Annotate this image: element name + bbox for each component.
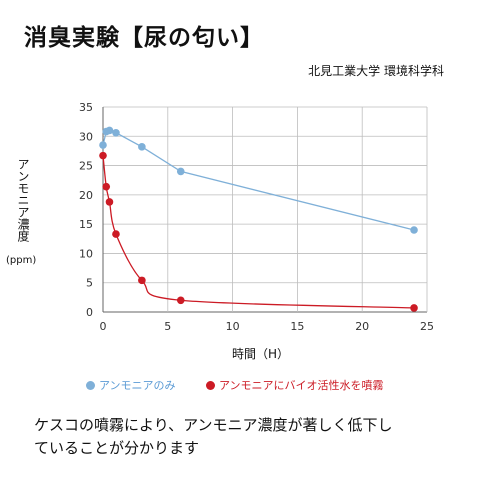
y-tick-label: 15 bbox=[79, 218, 93, 231]
y-tick-label: 35 bbox=[79, 101, 93, 114]
affiliation-subtitle: 北見工業大学 環境科学科 bbox=[308, 64, 444, 78]
data-point-bio-water bbox=[102, 182, 111, 191]
data-point-ammonia-only bbox=[176, 167, 185, 176]
x-tick-label: 0 bbox=[100, 320, 107, 333]
legend-label-ammonia-only: アンモニアのみ bbox=[99, 379, 176, 392]
x-tick-label: 10 bbox=[226, 320, 240, 333]
legend-marker-ammonia-only bbox=[86, 381, 95, 390]
x-tick-label: 5 bbox=[164, 320, 171, 333]
data-point-ammonia-only bbox=[105, 126, 114, 135]
data-point-bio-water bbox=[138, 276, 146, 285]
ammonia-line-chart: 0 5 10 15 20 25 30 35 0 5 10 15 20 25 bbox=[79, 101, 434, 333]
y-tick-label: 30 bbox=[79, 130, 93, 143]
page-title: 消臭実験【尿の匂い】 bbox=[24, 25, 264, 51]
x-tick-label: 15 bbox=[290, 320, 304, 333]
y-tick-label: 10 bbox=[79, 247, 93, 260]
x-axis-label: 時間（H） bbox=[232, 347, 290, 361]
x-tick-label: 25 bbox=[420, 320, 434, 333]
series-line-bio-water bbox=[102, 155, 415, 309]
caption-line-2: ていることが分かります bbox=[34, 439, 200, 457]
data-point-bio-water bbox=[112, 230, 120, 238]
data-point-bio-water bbox=[410, 304, 418, 312]
caption-line-1: ケスコの噴霧により、アンモニア濃度が著しく低下し bbox=[34, 416, 393, 434]
legend-item-bio-water: アンモニアにバイオ活性水を噴霧 bbox=[206, 377, 384, 393]
y-axis-label: アンモニア濃度 bbox=[16, 158, 30, 242]
data-point-bio-water bbox=[105, 198, 114, 206]
data-point-bio-water bbox=[176, 296, 185, 305]
y-tick-label: 25 bbox=[79, 160, 93, 173]
result-caption: ケスコの噴霧により、アンモニア濃度が著しく低下し ていることが分かります bbox=[34, 414, 454, 460]
x-tick-label: 20 bbox=[355, 320, 369, 333]
series-line-ammonia-only bbox=[102, 129, 415, 231]
legend-marker-bio-water bbox=[206, 381, 215, 390]
data-point-bio-water bbox=[99, 151, 107, 160]
data-point-ammonia-only bbox=[112, 128, 120, 137]
data-point-ammonia-only bbox=[410, 226, 418, 234]
y-tick-label: 5 bbox=[86, 277, 93, 290]
legend-item-ammonia-only: アンモニアのみ bbox=[86, 377, 176, 393]
y-tick-label: 20 bbox=[79, 189, 93, 202]
legend-label-bio-water: アンモニアにバイオ活性水を噴霧 bbox=[219, 379, 384, 392]
data-point-ammonia-only bbox=[138, 143, 146, 151]
y-axis-unit: (ppm) bbox=[6, 255, 37, 266]
data-point-ammonia-only bbox=[99, 141, 107, 149]
y-tick-label: 0 bbox=[86, 306, 93, 319]
